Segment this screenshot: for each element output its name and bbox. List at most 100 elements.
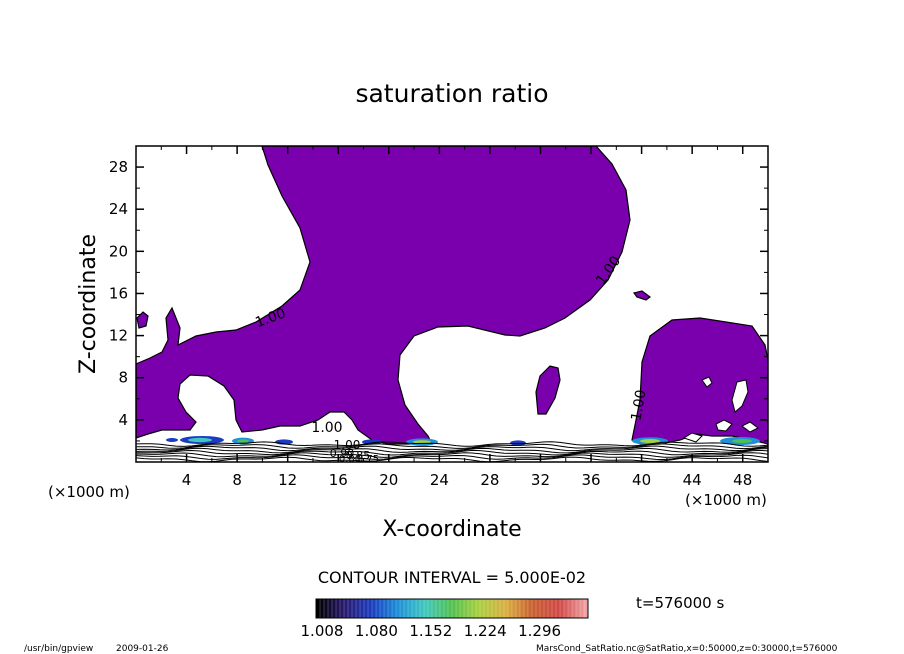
colorbar-swatch: [444, 599, 448, 618]
colorbar-swatch: [580, 599, 584, 618]
y-tick-label: 28: [109, 158, 128, 176]
footer-program: /usr/bin/gpview: [24, 644, 93, 654]
subsaturated-hole: [731, 379, 749, 413]
surface-contour: [136, 452, 768, 458]
contour-label: 1.00: [334, 438, 361, 452]
colorbar-swatch: [488, 599, 492, 618]
colorbar-swatch: [340, 599, 344, 618]
surface-contour: [136, 443, 768, 450]
colorbar-swatch: [452, 599, 456, 618]
y-tick-label: 8: [118, 369, 128, 387]
colorbar-swatch: [380, 599, 384, 618]
contour-interval-text: CONTOUR INTERVAL = 5.000E-02: [318, 568, 586, 587]
y-axis: 4 8 12 16 20 24 28: [109, 158, 768, 442]
colorbar-swatch: [460, 599, 464, 618]
y-tick-label: 20: [109, 242, 128, 260]
x-tick-label: 36: [581, 471, 600, 489]
colorbar-swatch: [564, 599, 568, 618]
colorbar-swatch: [516, 599, 520, 618]
colorbar-swatch: [476, 599, 480, 618]
colorbar-swatch: [368, 599, 372, 618]
colorbar-swatch: [412, 599, 416, 618]
colorbar-swatch: [492, 599, 496, 618]
colorbar-swatch: [400, 599, 404, 618]
colorbar-swatch: [524, 599, 528, 618]
colorbar-swatch: [384, 599, 388, 618]
y-axis-label: Z-coordinate: [76, 234, 101, 374]
colorbar-swatch: [464, 599, 468, 618]
subsaturated-hole: [701, 376, 713, 388]
colorbar-swatch: [520, 599, 524, 618]
colorbar-swatch: [556, 599, 560, 618]
colorbar-swatch: [352, 599, 356, 618]
colorbar-swatch: [320, 599, 324, 618]
x-tick-label: 20: [379, 471, 398, 489]
colorbar-swatch: [448, 599, 452, 618]
colorbar: [315, 599, 588, 618]
subsaturated-hole: [682, 432, 703, 443]
colorbar-swatch: [472, 599, 476, 618]
colorbar-swatch: [528, 599, 532, 618]
x-tick-label: 48: [733, 471, 752, 489]
colorbar-swatch: [440, 599, 444, 618]
y-tick-label: 16: [109, 284, 128, 302]
colorbar-swatch: [536, 599, 540, 618]
colorbar-swatch: [404, 599, 408, 618]
surface-contour: [136, 445, 768, 452]
surface-contour: [136, 449, 768, 456]
contour-label: 0.80: [339, 454, 361, 465]
time-label: t=576000 s: [636, 594, 724, 612]
supersaturated-region-right: [631, 317, 768, 445]
x-axis: 4 8 12 16 20 24 28 32 36 40 44 48: [160, 146, 752, 489]
colorbar-swatch: [500, 599, 504, 618]
supersaturated-region-main: [136, 146, 631, 445]
colorbar-tick-label: 1.008: [301, 622, 344, 640]
supersaturated-blob-left: [136, 311, 149, 329]
colorbar-swatch: [456, 599, 460, 618]
colorbar-swatch: [568, 599, 572, 618]
colorbar-swatch: [424, 599, 428, 618]
subsaturated-hole: [741, 421, 759, 433]
contour-label: 0.90: [330, 447, 355, 460]
colorbar-swatch: [316, 599, 320, 618]
colorbar-swatch: [416, 599, 420, 618]
colorbar-tick-label: 1.152: [409, 622, 452, 640]
x-axis-unit: (×1000 m): [685, 491, 767, 509]
supersaturated-blob-mid: [535, 365, 561, 415]
x-tick-label: 4: [182, 471, 192, 489]
colorbar-tick-label: 1.224: [464, 622, 507, 640]
y-tick-label: 4: [118, 411, 128, 429]
colorbar-ticks: 1.008 1.080 1.152 1.224 1.296: [301, 622, 562, 640]
colorbar-swatch: [376, 599, 380, 618]
plot-area: [136, 146, 768, 462]
x-tick-label: 8: [232, 471, 242, 489]
colorbar-swatch: [572, 599, 576, 618]
y-tick-label: 24: [109, 200, 128, 218]
subsaturated-hole: [715, 419, 733, 432]
supersaturated-blob-small: [632, 290, 651, 301]
colorbar-swatch: [436, 599, 440, 618]
surface-contour: [136, 447, 768, 454]
colorbar-swatch: [420, 599, 424, 618]
colorbar-swatch: [432, 599, 436, 618]
colorbar-swatch: [584, 599, 588, 618]
colorbar-tick-label: 1.080: [355, 622, 398, 640]
colorbar-swatch: [408, 599, 412, 618]
surface-contour: [136, 456, 768, 462]
colorbar-frame: [315, 598, 589, 619]
colorbar-swatch: [532, 599, 536, 618]
surface-contour: [136, 441, 768, 447]
colorbar-swatch: [484, 599, 488, 618]
colorbar-swatch: [336, 599, 340, 618]
colorbar-swatch: [344, 599, 348, 618]
x-tick-label: 32: [531, 471, 550, 489]
x-tick-label: 28: [480, 471, 499, 489]
y-tick-label: 12: [109, 327, 128, 345]
x-tick-label: 12: [278, 471, 297, 489]
colorbar-swatch: [328, 599, 332, 618]
colorbar-swatch: [480, 599, 484, 618]
footer-source: MarsCond_SatRatio.nc@SatRatio,x=0:50000,…: [536, 644, 838, 654]
colorbar-swatch: [512, 599, 516, 618]
colorbar-tick-label: 1.296: [518, 622, 561, 640]
